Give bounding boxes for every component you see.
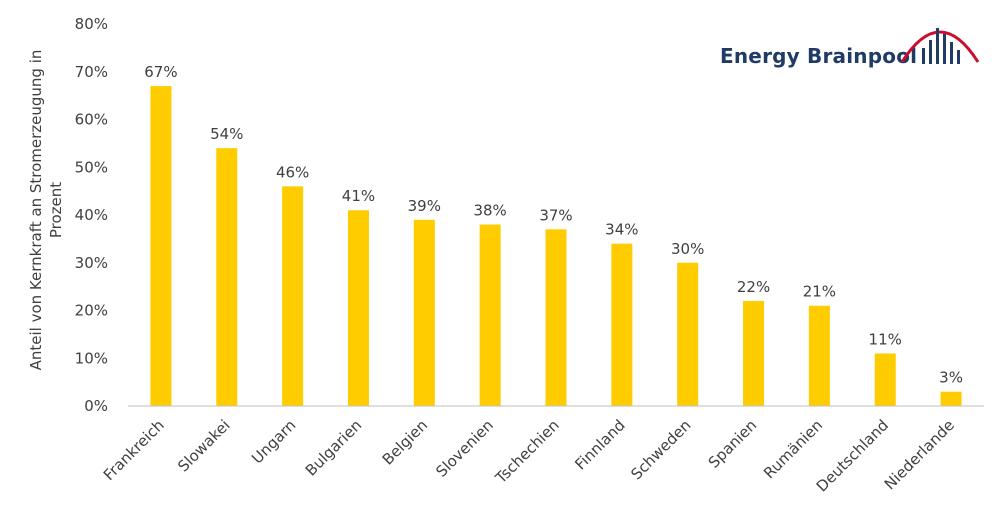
data-labels: 67% 54% 46% 41% 39% 38% 37% 34% 30% 22% 21% 11% 3% [144,63,963,387]
bar [413,219,435,406]
x-tick-label: Slowakei [174,416,233,475]
bar [150,86,172,406]
y-tick-label: 80% [75,15,108,33]
data-label: 11% [869,330,902,348]
data-label: 37% [539,206,572,224]
pylon-wave-icon [900,28,980,64]
data-label: 38% [473,202,506,220]
bar [479,224,501,406]
data-label: 41% [342,187,375,205]
bar [545,229,567,406]
bar [611,243,633,406]
data-label: 39% [408,197,441,215]
bar [677,262,699,406]
x-tick-label: Tschechien [491,416,563,488]
x-tick-label: Belgien [379,416,431,468]
y-tick-label: 70% [75,63,108,81]
y-axis-title-line-2: Prozent [47,182,65,238]
y-axis-title-line-1: Anteil von Kernkraft an Stromerzeugung i… [27,50,45,371]
x-tick-label: Ungarn [248,416,299,467]
bar [216,148,238,406]
y-tick-label: 20% [75,302,108,320]
bar [282,186,304,406]
bars [150,86,962,406]
energy-brainpool-logo: Energy Brainpool [720,22,980,72]
bar [347,210,369,406]
data-label: 3% [939,369,963,387]
y-tick-label: 40% [75,206,108,224]
y-tick-label: 30% [75,254,108,272]
bar [940,391,962,406]
y-tick-label: 0% [84,397,108,415]
x-tick-label: Slovenien [432,416,497,481]
data-label: 46% [276,163,309,181]
x-tick-label: Bulgarien [302,416,365,479]
data-label: 67% [144,63,177,81]
x-tick-label: Niederlande [881,416,958,493]
y-tick-label: 50% [75,158,108,176]
x-tick-label: Schweden [627,416,694,483]
x-tick-label: Rumänien [760,416,826,482]
logo-text: Energy Brainpool [720,44,918,68]
bar [743,300,765,406]
y-axis-title: Anteil von Kernkraft an Stromerzeugung i… [27,50,65,371]
x-tick-label: Spanien [705,416,761,472]
y-tick-label: 10% [75,349,108,367]
data-label: 21% [803,283,836,301]
y-tick-labels: 0% 10% 20% 30% 40% 50% 60% 70% 80% [75,15,108,415]
x-tick-label: Frankreich [100,416,168,484]
data-label: 34% [605,221,638,239]
data-label: 22% [737,278,770,296]
x-tick-label: Finnland [571,416,628,473]
bar [874,353,896,406]
y-tick-label: 60% [75,111,108,129]
x-tick-labels: Frankreich Slowakei Ungarn Bulgarien Belgien… [100,416,958,495]
data-label: 54% [210,125,243,143]
data-label: 30% [671,240,704,258]
bar [808,305,830,406]
